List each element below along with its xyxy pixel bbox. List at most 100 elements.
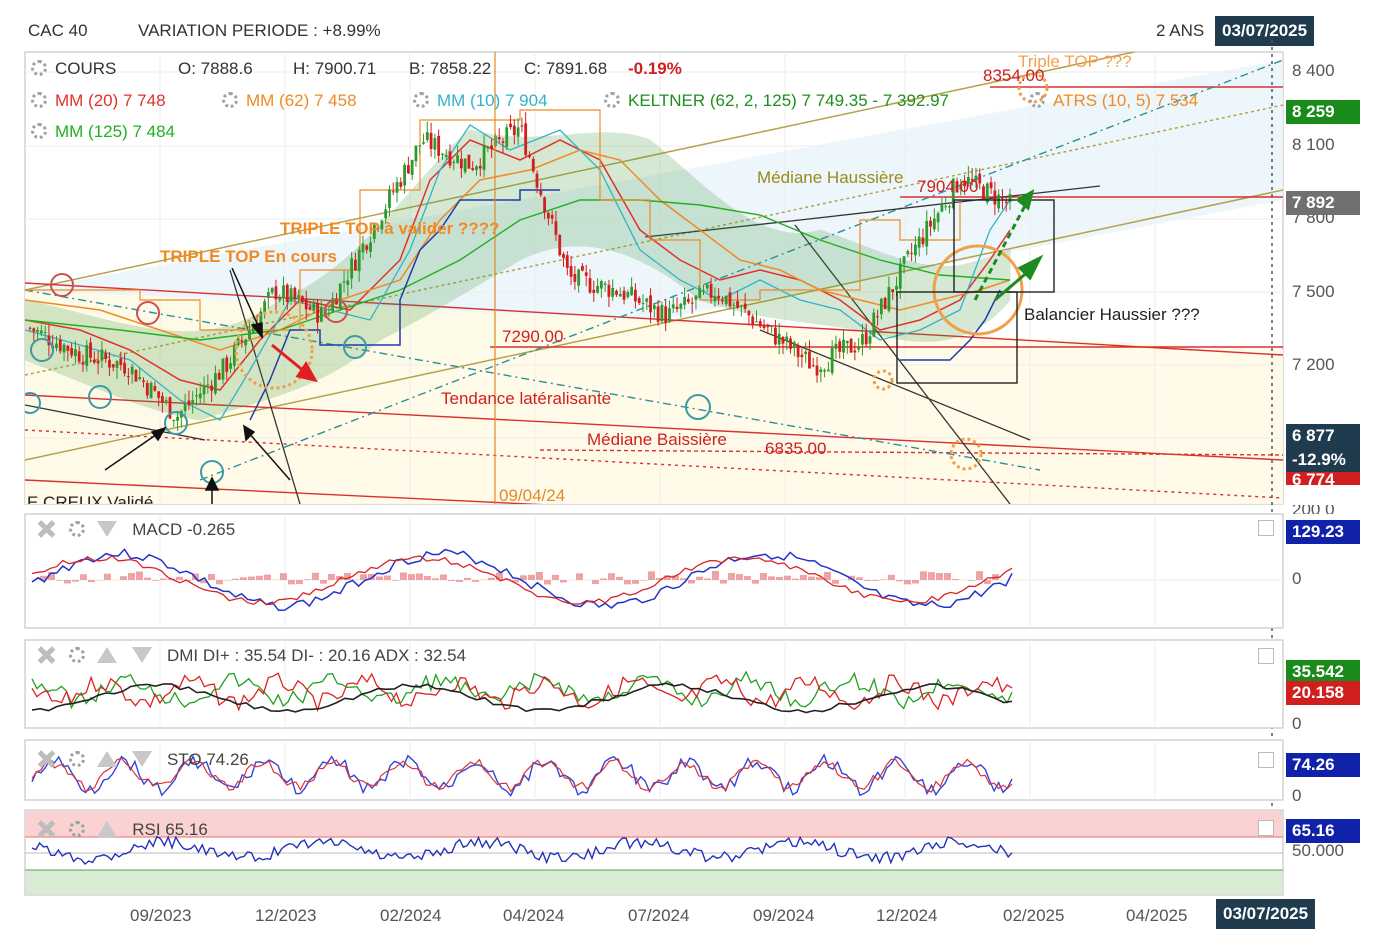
legend-open: O: 7888.6: [178, 59, 253, 78]
candle: [550, 210, 554, 225]
legend-mm125-row: MM (125) 7 484: [31, 122, 175, 142]
candle: [123, 352, 126, 377]
candle: [433, 133, 437, 159]
gear-icon[interactable]: [222, 92, 238, 108]
candle: [338, 282, 342, 312]
candle: [217, 369, 221, 380]
maximize-icon[interactable]: [1258, 520, 1274, 536]
candle: [422, 133, 425, 145]
candle: [936, 211, 940, 232]
sto-header: STO 74.26: [36, 749, 249, 770]
candle: [925, 210, 929, 256]
candle: [153, 381, 157, 392]
mm20-line: [25, 139, 1011, 391]
gear-icon[interactable]: [68, 751, 85, 767]
candle: [777, 323, 781, 355]
macd-bar: [808, 576, 815, 580]
macd-bar: [672, 575, 679, 580]
candle: [410, 159, 414, 181]
candle: [512, 119, 516, 145]
macd-bar: [864, 580, 871, 581]
price-tick: 8 400: [1292, 61, 1335, 80]
gear-icon[interactable]: [31, 123, 47, 139]
macd-bar: [512, 580, 519, 583]
candle: [32, 327, 36, 342]
macd-bar: [944, 573, 951, 580]
candle: [581, 263, 584, 272]
maximize-icon[interactable]: [1258, 820, 1274, 836]
candle: [842, 328, 845, 359]
gear-icon[interactable]: [31, 92, 47, 108]
x-axis-label: 04/2025: [1126, 906, 1188, 925]
candle: [285, 283, 289, 310]
arrow-up-icon[interactable]: [97, 647, 118, 663]
legend-high: H: 7900.71: [293, 59, 377, 78]
macd-bar: [680, 578, 687, 580]
macd-bar: [544, 580, 551, 585]
x-axis-label: 02/2024: [380, 906, 442, 925]
maximize-icon[interactable]: [1258, 752, 1274, 768]
x-axis-label: 02/2025: [1003, 906, 1065, 925]
candle: [664, 299, 668, 332]
period-selector[interactable]: 2 ANS: [1156, 21, 1205, 40]
macd-bar: [248, 576, 255, 580]
candle: [577, 268, 581, 293]
candle: [826, 361, 830, 372]
candle: [316, 298, 319, 334]
close-icon[interactable]: [36, 519, 56, 539]
macd-bar: [160, 578, 167, 580]
rsi-oversold-zone: [26, 870, 1282, 894]
arrow-up-icon[interactable]: [97, 751, 118, 767]
candle: [486, 145, 490, 153]
candle: [342, 270, 346, 293]
candle: [346, 270, 350, 297]
close-icon[interactable]: [36, 819, 56, 839]
candle: [108, 351, 111, 376]
arrow-down-icon[interactable]: [132, 751, 153, 767]
gear-icon[interactable]: [604, 92, 620, 108]
candle: [463, 158, 467, 175]
gear-icon[interactable]: [68, 647, 85, 663]
candle: [327, 306, 331, 317]
candle: [679, 302, 683, 318]
macd-bar: [64, 580, 71, 584]
variation-label: VARIATION PERIODE : +8.99%: [138, 21, 381, 40]
close-icon[interactable]: [36, 645, 56, 665]
candle: [982, 184, 985, 201]
macd-bar: [736, 574, 743, 580]
macd-bar: [144, 577, 151, 580]
gear-icon[interactable]: [31, 60, 47, 76]
arrow-down-icon[interactable]: [97, 521, 118, 537]
candle: [134, 369, 138, 382]
x-axis-label: 09/2023: [130, 906, 192, 925]
close-icon[interactable]: [36, 749, 56, 769]
candle: [225, 354, 229, 381]
legend-mm10-row: MM (10) 7 904: [413, 91, 548, 111]
candle: [762, 319, 766, 331]
candle: [634, 283, 637, 309]
candle: [565, 251, 569, 276]
candle: [509, 115, 512, 130]
candle: [55, 336, 58, 352]
candle: [206, 374, 210, 394]
legend-keltner-row: KELTNER (62, 2, 125) 7 749.35 - 7 392.97: [604, 91, 949, 111]
candle: [637, 296, 641, 306]
gear-icon[interactable]: [68, 521, 85, 537]
arrow-down-icon[interactable]: [132, 647, 153, 663]
gear-icon[interactable]: [413, 92, 429, 108]
gear-icon[interactable]: [1029, 92, 1045, 108]
candle: [270, 287, 274, 296]
macd-bar: [80, 574, 87, 580]
gear-icon[interactable]: [68, 821, 85, 837]
macd-bar: [952, 579, 959, 580]
macd-value: -0.265: [187, 520, 236, 539]
candle: [266, 287, 270, 309]
candle: [808, 340, 811, 369]
macd-bar: [464, 577, 471, 580]
arrow-up-icon[interactable]: [97, 821, 118, 837]
macd-bar: [472, 580, 479, 582]
legend-mm10: MM (10) 7 904: [437, 91, 548, 110]
maximize-icon[interactable]: [1258, 648, 1274, 664]
macd-histogram: [40, 571, 999, 585]
